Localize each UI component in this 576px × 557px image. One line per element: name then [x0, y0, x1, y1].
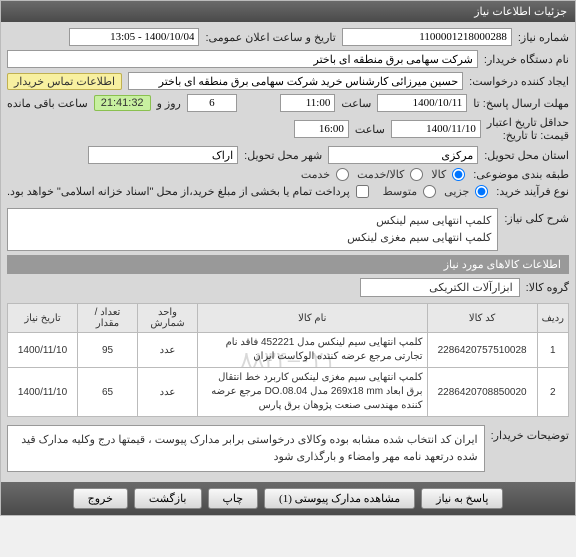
deadline-date-input[interactable]: [377, 94, 467, 112]
buyer-notes-box: ایران کد انتخاب شده مشابه بوده وکالای در…: [7, 425, 485, 472]
cell-idx: 2: [537, 368, 568, 417]
table-row: 22286420708850020کلمپ انتهایی سیم مغزی ل…: [8, 368, 569, 417]
footer-bar: پاسخ به نیاز مشاهده مدارک پیوستی (1) چاپ…: [1, 482, 575, 515]
respond-button[interactable]: پاسخ به نیاز: [421, 488, 503, 509]
purchase-note: پرداخت تمام یا بخشی از مبلغ خرید،از محل …: [7, 185, 350, 198]
countdown-badge: 21:41:32: [94, 95, 151, 111]
radio-service[interactable]: خدمت: [301, 168, 351, 181]
table-row: 12286420757510028کلمپ انتهایی سیم لینکس …: [8, 333, 569, 368]
table-header-row: ردیف کد کالا نام کالا واحد شمارش تعداد /…: [8, 304, 569, 333]
th-idx: ردیف: [537, 304, 568, 333]
radio-small-label: جزیی: [444, 185, 469, 198]
need-no-input[interactable]: [342, 28, 512, 46]
announce-label: تاریخ و ساعت اعلان عمومی:: [205, 31, 335, 44]
radio-service-label: خدمت: [301, 168, 330, 181]
desc-box: کلمپ انتهایی سیم لینکس کلمپ انتهایی سیم …: [7, 208, 498, 251]
cell-unit: عدد: [138, 333, 198, 368]
desc-label: شرح کلی نیاز:: [504, 208, 569, 225]
radio-goods-service[interactable]: کالا/خدمت: [357, 168, 425, 181]
items-table: ردیف کد کالا نام کالا واحد شمارش تعداد /…: [7, 303, 569, 417]
radio-goods-input[interactable]: [452, 168, 465, 181]
attachments-button[interactable]: مشاهده مدارک پیوستی (1): [264, 488, 415, 509]
buyer-contact-badge[interactable]: اطلاعات تماس خریدار: [7, 73, 122, 90]
radio-small[interactable]: جزیی: [444, 185, 490, 198]
deadline-label: مهلت ارسال پاسخ: تا: [473, 97, 569, 110]
radio-goods-label: کالا: [431, 168, 446, 181]
requester-input[interactable]: [128, 72, 463, 90]
cell-idx: 1: [537, 333, 568, 368]
back-button[interactable]: بازگشت: [134, 488, 202, 509]
radio-goods-service-input[interactable]: [410, 168, 423, 181]
items-table-wrapper: ردیف کد کالا نام کالا واحد شمارش تعداد /…: [7, 303, 569, 417]
topic-class-label: طبقه بندی موضوعی:: [473, 168, 569, 181]
buyer-org-label: نام دستگاه خریدار:: [484, 53, 569, 66]
cell-qty: 65: [78, 368, 138, 417]
exit-button[interactable]: خروج: [73, 488, 128, 509]
price-until-label: قیمت: تا تاریخ:: [487, 129, 569, 142]
radio-service-input[interactable]: [336, 168, 349, 181]
remaining-label: ساعت باقی مانده: [7, 97, 88, 110]
cell-date: 1400/11/10: [8, 333, 78, 368]
need-no-label: شماره نیاز:: [518, 31, 569, 44]
items-section-header: اطلاعات کالاهای مورد نیاز: [7, 255, 569, 274]
desc-line1: کلمپ انتهایی سیم لینکس: [14, 213, 491, 230]
credit-time-input[interactable]: [294, 120, 349, 138]
announce-input[interactable]: [69, 28, 199, 46]
city-input[interactable]: [88, 146, 238, 164]
cell-qty: 95: [78, 333, 138, 368]
deadline-time-input[interactable]: [280, 94, 335, 112]
time-label-1: ساعت: [341, 97, 371, 110]
radio-goods[interactable]: کالا: [431, 168, 467, 181]
city-label: شهر محل تحویل:: [244, 149, 322, 162]
radio-small-input[interactable]: [475, 185, 488, 198]
details-panel: جزئیات اطلاعات نیاز شماره نیاز: تاریخ و …: [0, 0, 576, 516]
cell-code: 2286420708850020: [427, 368, 537, 417]
radio-goods-service-label: کالا/خدمت: [357, 168, 404, 181]
days-input[interactable]: [187, 94, 237, 112]
th-unit: واحد شمارش: [138, 304, 198, 333]
buyer-org-input[interactable]: [7, 50, 478, 68]
buyer-notes-label: توضیحات خریدار:: [491, 425, 569, 442]
th-qty: تعداد / مقدار: [78, 304, 138, 333]
group-label: گروه کالا:: [526, 281, 569, 294]
th-date: تاریخ نیاز: [8, 304, 78, 333]
radio-medium[interactable]: متوسط: [383, 185, 439, 198]
province-input[interactable]: [328, 146, 478, 164]
cell-code: 2286420757510028: [427, 333, 537, 368]
radio-medium-input[interactable]: [423, 185, 436, 198]
time-label-2: ساعت: [355, 123, 385, 136]
credit-date-input[interactable]: [391, 120, 481, 138]
cell-unit: عدد: [138, 368, 198, 417]
cell-date: 1400/11/10: [8, 368, 78, 417]
cell-name: کلمپ انتهایی سیم مغزی لینکس کاربرد خط ان…: [198, 368, 428, 417]
days-suffix: روز و: [157, 97, 181, 110]
th-name: نام کالا: [198, 304, 428, 333]
province-label: استان محل تحویل:: [484, 149, 569, 162]
desc-line2: کلمپ انتهایی سیم مغزی لینکس: [14, 230, 491, 247]
th-code: کد کالا: [427, 304, 537, 333]
group-value: ابزارآلات الکتریکی: [360, 278, 520, 297]
cell-name: کلمپ انتهایی سیم لینکس مدل 452221 فاقد ن…: [198, 333, 428, 368]
credit-label: حداقل تاریخ اعتبار: [487, 116, 569, 129]
radio-medium-label: متوسط: [383, 185, 418, 198]
requester-label: ایجاد کننده درخواست:: [469, 75, 569, 88]
print-button[interactable]: چاپ: [208, 488, 259, 509]
purchase-type-label: نوع فرآیند خرید:: [496, 185, 569, 198]
treasury-checkbox[interactable]: [356, 185, 369, 198]
form-area: شماره نیاز: تاریخ و ساعت اعلان عمومی: نا…: [1, 22, 575, 482]
panel-title: جزئیات اطلاعات نیاز: [1, 1, 575, 22]
